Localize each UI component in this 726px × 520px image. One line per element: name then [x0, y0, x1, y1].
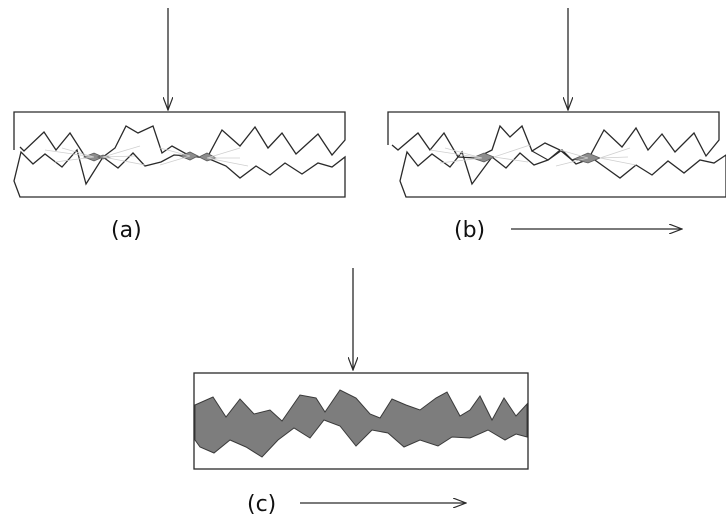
upper-block-b	[387, 111, 720, 161]
upper-block-a	[13, 111, 346, 159]
panel-a	[13, 8, 346, 198]
stress-lines-b	[429, 144, 637, 167]
panel-label-a: (a)	[111, 218, 142, 243]
sheared-asperity-line-b	[531, 149, 561, 161]
gouge-band-c	[194, 389, 528, 458]
panel-label-b: (b)	[454, 218, 486, 243]
contact-asperity-b1	[470, 152, 495, 163]
panel-c	[193, 268, 529, 470]
stress-lines-a	[44, 145, 249, 167]
contact-asperity-a4	[198, 152, 217, 162]
lower-block-a	[13, 148, 346, 198]
lower-block-b	[399, 149, 726, 198]
panel-b	[387, 8, 726, 198]
panel-label-c: (c)	[247, 492, 277, 517]
